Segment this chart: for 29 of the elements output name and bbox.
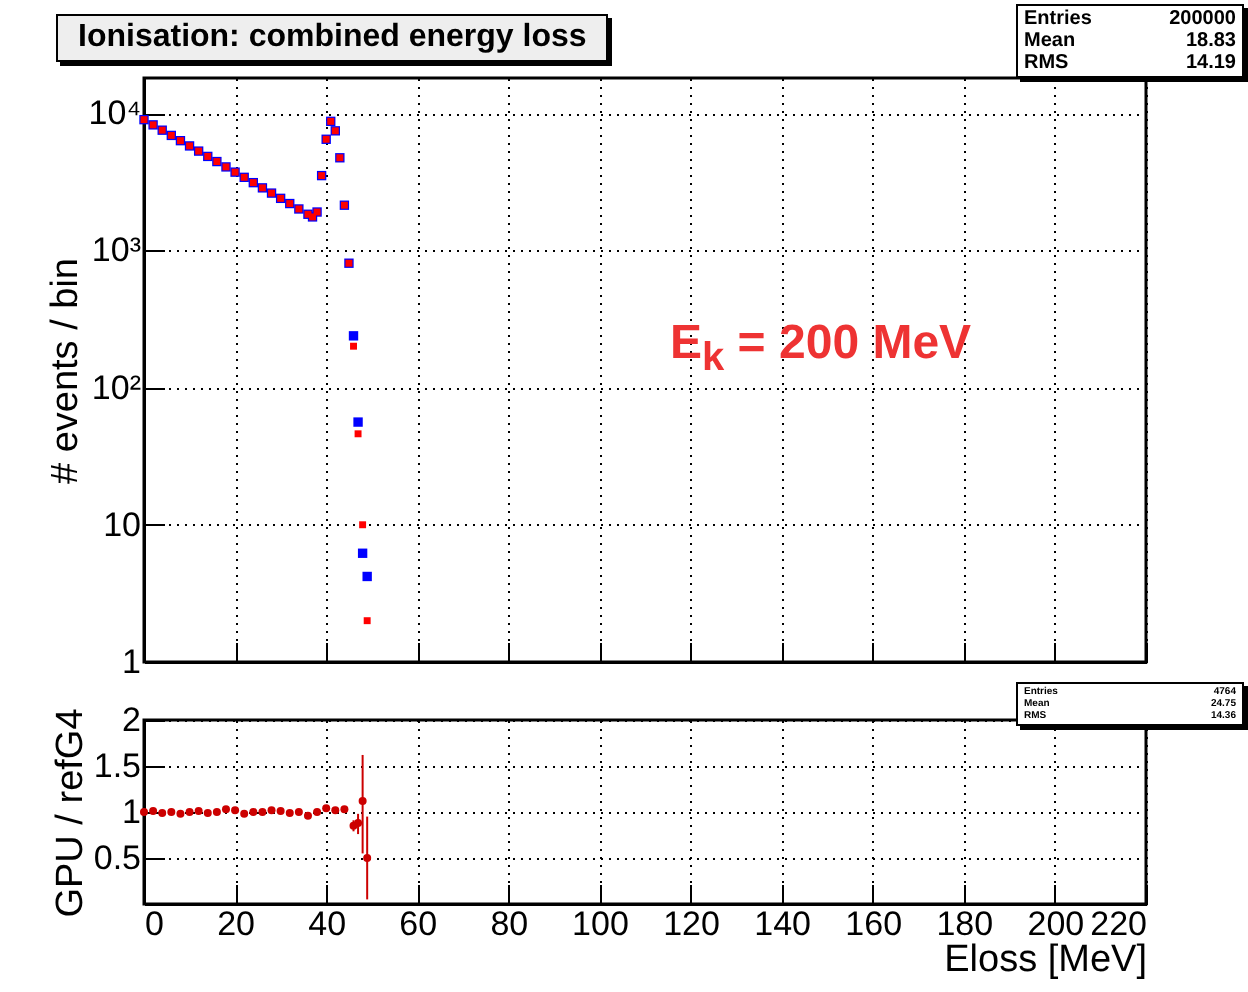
y-tick-label: 10² [91,368,142,407]
x-tick-label: 20 [217,905,256,943]
x-tick-label: 120 [663,905,720,943]
x-tick-label: 180 [936,905,994,943]
text: Mean 18.83 [1024,30,1236,52]
y-tick-label: 1.5 [93,747,141,785]
x-tick-label: 80 [490,905,529,943]
y-tick-label: 10³ [91,231,142,270]
chart-title: Ionisation: combined energy loss [56,14,609,62]
text: RMS 14.19 [1024,52,1236,74]
x-tick-label: 200 [1027,905,1085,943]
y-tick-label: 1 [122,643,141,681]
y-tick-label: 0.5 [93,839,141,877]
annotation: E$_{k}$ = 200 MeV [670,316,972,382]
x-tick-label: 100 [572,905,629,943]
y-tick-label: 2 [122,701,141,739]
x-tick-label: 220 [1090,905,1147,943]
x-tick-label: 40 [308,905,347,943]
x-axis-title: Eloss [MeV] [944,939,1147,981]
y-tick-label: 10 [103,505,141,544]
x-tick-label: 140 [754,905,812,943]
x-tick-label: 160 [845,905,903,943]
y-tick-label: 1 [122,793,141,831]
y-axis-title: # events / bin [44,257,87,485]
x-tick-label: 60 [399,905,438,943]
x-tick-label: 0 [145,905,164,943]
y-tick-label: 10⁴ [88,94,141,133]
y-axis-title: GPU / refG4 [49,707,92,918]
text: Entries 200000 [1024,8,1236,30]
